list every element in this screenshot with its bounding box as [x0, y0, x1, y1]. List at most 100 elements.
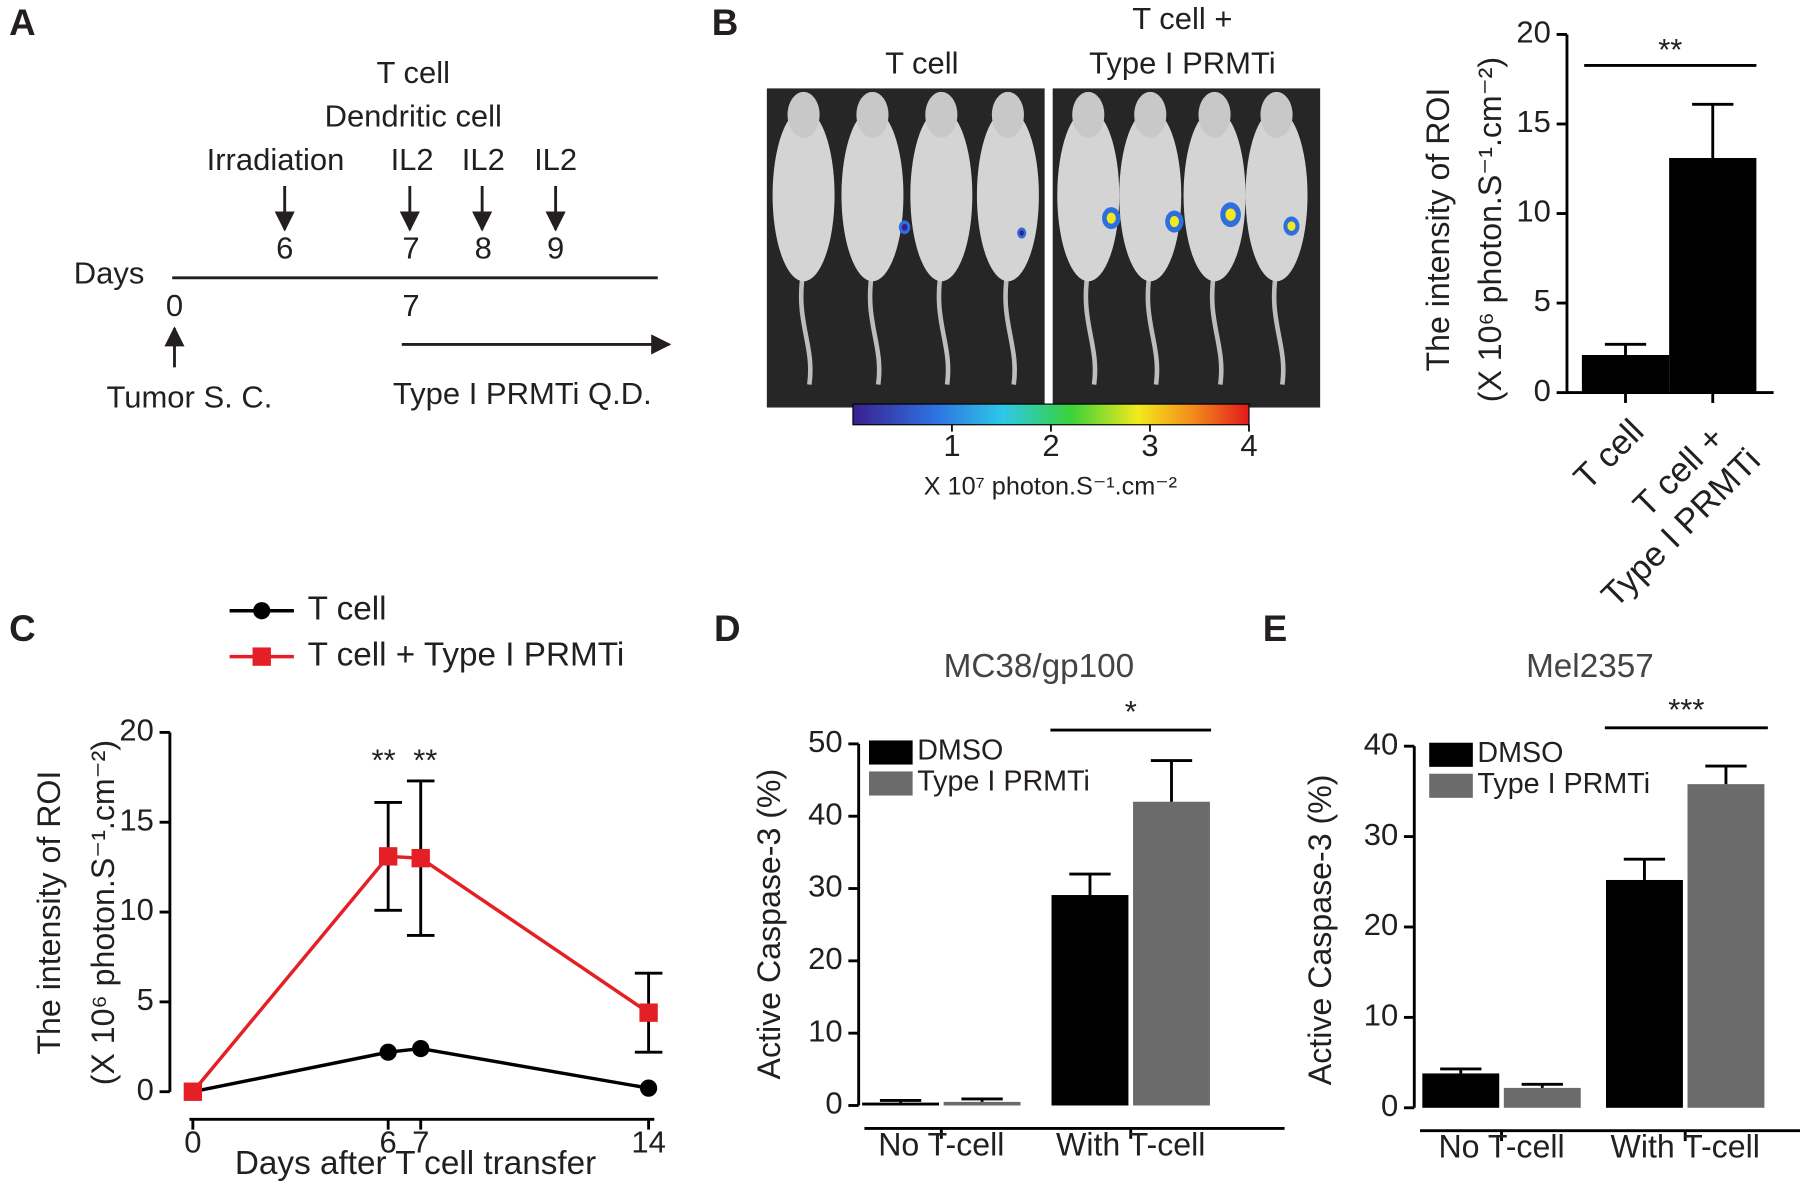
panel-label: C — [9, 608, 36, 649]
mouse — [1057, 109, 1120, 282]
mouse-tail — [936, 269, 951, 385]
mouse-tail — [1209, 269, 1224, 385]
y-tick-label: 0 — [1534, 373, 1551, 408]
arrows — [164, 185, 672, 368]
group-label: Type I PRMTi — [1089, 46, 1276, 81]
mouse-head — [1134, 91, 1167, 138]
y-axis-label: (X 10⁶ photon.S⁻¹.cm⁻²) — [1472, 57, 1508, 402]
y-tick-label: 30 — [808, 869, 842, 904]
x-tick-label: With T-cell — [1611, 1129, 1760, 1165]
x-axis-label: Days after T cell transfer — [235, 1145, 596, 1182]
x-tick-label: No T-cell — [878, 1126, 1004, 1162]
bar — [1581, 355, 1670, 393]
signal-core — [1019, 230, 1024, 236]
day-label: 7 — [402, 230, 419, 265]
y-tick-label: 0 — [1381, 1088, 1398, 1123]
significance: ** — [413, 742, 437, 777]
x-tick-label: 7 — [412, 1125, 429, 1160]
mouse — [1245, 109, 1308, 282]
mouse-head — [1260, 91, 1293, 138]
y-tick-label: 30 — [1364, 817, 1398, 852]
y-axis-label: The intensity of ROI — [31, 771, 67, 1055]
y-tick-label: 50 — [808, 724, 842, 759]
y-tick-label: 10 — [119, 892, 153, 927]
legend-label: Type I PRMTi — [917, 765, 1090, 797]
signal-core — [1106, 212, 1116, 224]
y-tick-label: 5 — [1534, 283, 1551, 318]
bar — [1687, 784, 1765, 1108]
timeline-label: Tumor S. C. — [106, 380, 272, 415]
marker — [183, 1082, 203, 1101]
mouse-tail — [867, 269, 882, 385]
bar — [1422, 1073, 1500, 1108]
mouse-tail — [1145, 269, 1160, 385]
bar — [1605, 879, 1683, 1108]
legend-swatch — [869, 740, 913, 765]
bar — [943, 1101, 1021, 1106]
colorbar-tick-label: 1 — [943, 428, 960, 463]
marker — [378, 847, 398, 866]
y-tick-label: 15 — [119, 802, 153, 837]
significance: ** — [372, 742, 396, 777]
bar — [1503, 1087, 1581, 1108]
bar — [1051, 895, 1129, 1106]
legend-label: T cell — [308, 591, 387, 628]
timeline: T cell Dendritic cell Irradiation IL2 IL… — [74, 55, 672, 415]
y-tick-label: 15 — [1516, 104, 1550, 139]
signal-core — [1287, 221, 1296, 231]
panel-label: E — [1263, 608, 1287, 649]
legend-label: DMSO — [1477, 737, 1563, 769]
mouse-head — [1072, 91, 1105, 138]
bar — [1669, 158, 1757, 393]
signal-core — [1169, 216, 1179, 228]
marker — [639, 1003, 658, 1022]
y-tick-label: 20 — [119, 713, 153, 748]
y-tick-label: 5 — [137, 982, 154, 1017]
marker — [379, 1043, 397, 1061]
timeline-label: Type I PRMTi Q.D. — [393, 376, 652, 411]
mouse-tail — [1271, 269, 1286, 385]
legend-marker — [252, 647, 271, 666]
marker — [639, 1079, 658, 1097]
line — [192, 1046, 649, 1094]
mouse-head — [925, 91, 958, 138]
group-label: T cell + — [1132, 1, 1232, 36]
legend-label: Type I PRMTi — [1477, 768, 1650, 800]
day-label: 0 — [166, 288, 183, 323]
chart-title: MC38/gp100 — [944, 648, 1135, 685]
y-tick-label: 0 — [825, 1086, 842, 1121]
mouse-head — [787, 91, 820, 138]
colorbar-tick-label: 4 — [1240, 428, 1257, 463]
legend-label: DMSO — [917, 734, 1003, 766]
x-tick-label: With T-cell — [1056, 1126, 1205, 1162]
colorbar-label: X 10⁷ photon.S⁻¹.cm⁻² — [924, 473, 1177, 501]
y-tick-label: 0 — [137, 1072, 154, 1107]
line — [191, 854, 650, 1093]
day-label: 7 — [402, 288, 419, 323]
y-tick-label: 10 — [808, 1013, 842, 1048]
mouse-head — [991, 91, 1024, 138]
timeline-label: IL2 — [462, 142, 505, 177]
mouse-head — [1198, 91, 1231, 138]
bar — [1133, 801, 1210, 1106]
mouse — [1183, 109, 1246, 282]
marker — [412, 1039, 430, 1058]
legend-swatch — [869, 771, 913, 796]
legend-label: T cell + Type I PRMTi — [308, 636, 625, 673]
y-tick-label: 20 — [808, 941, 842, 976]
significance: ** — [1658, 32, 1682, 67]
x-tick-label: 0 — [184, 1125, 201, 1160]
significance: *** — [1668, 692, 1704, 727]
day-label: 9 — [547, 230, 564, 265]
group-label: T cell — [885, 46, 958, 81]
y-tick-label: 40 — [1364, 726, 1398, 761]
signal-core — [901, 223, 908, 231]
chart-title: Mel2357 — [1526, 648, 1654, 685]
signal-core — [1225, 208, 1236, 221]
mouse — [772, 109, 835, 282]
y-axis-label: (X 10⁶ photon.S⁻¹.cm⁻²) — [85, 740, 121, 1085]
colorbar-tick-label: 3 — [1141, 428, 1158, 463]
y-tick-label: 10 — [1516, 194, 1550, 229]
panel-label: A — [9, 2, 36, 43]
